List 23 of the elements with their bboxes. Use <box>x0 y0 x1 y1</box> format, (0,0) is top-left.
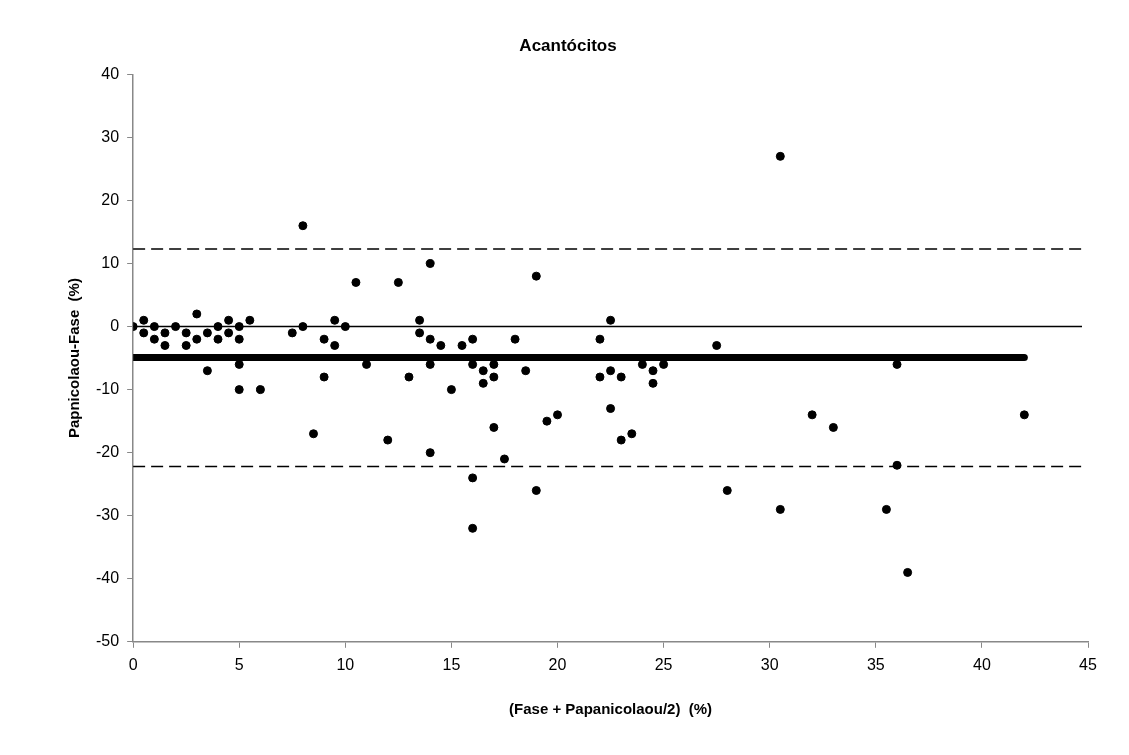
y-tick-label: -30 <box>96 506 120 524</box>
x-tick-label: 40 <box>973 655 991 673</box>
y-tick-label: -10 <box>96 380 120 398</box>
x-tick-label: 35 <box>866 655 885 673</box>
x-tick-label: 0 <box>128 655 138 673</box>
y-tick-label: 0 <box>110 316 120 334</box>
x-tick-label: 10 <box>336 655 355 673</box>
y-tick-label: -20 <box>96 443 120 461</box>
y-tick-label: 30 <box>101 127 120 145</box>
chart-title: Acantócitos <box>519 35 617 55</box>
x-tick-label: 25 <box>654 655 673 673</box>
y-tick-label: -50 <box>96 632 120 650</box>
y-tick-label: -40 <box>96 569 120 587</box>
y-tick-label: 10 <box>101 253 120 271</box>
y-tick-label: 40 <box>101 64 120 82</box>
x-tick-label: 20 <box>548 655 567 673</box>
y-axis-title: Papnicolaou-Fase (%) <box>65 278 83 439</box>
x-tick-label: 45 <box>1079 655 1097 673</box>
y-tick-label: 20 <box>101 190 120 208</box>
x-axis-title: (Fase + Papanicolaou/2) (%) <box>509 700 713 718</box>
x-tick-label: 30 <box>760 655 779 673</box>
x-tick-label: 5 <box>234 655 244 673</box>
x-tick-label: 15 <box>442 655 461 673</box>
